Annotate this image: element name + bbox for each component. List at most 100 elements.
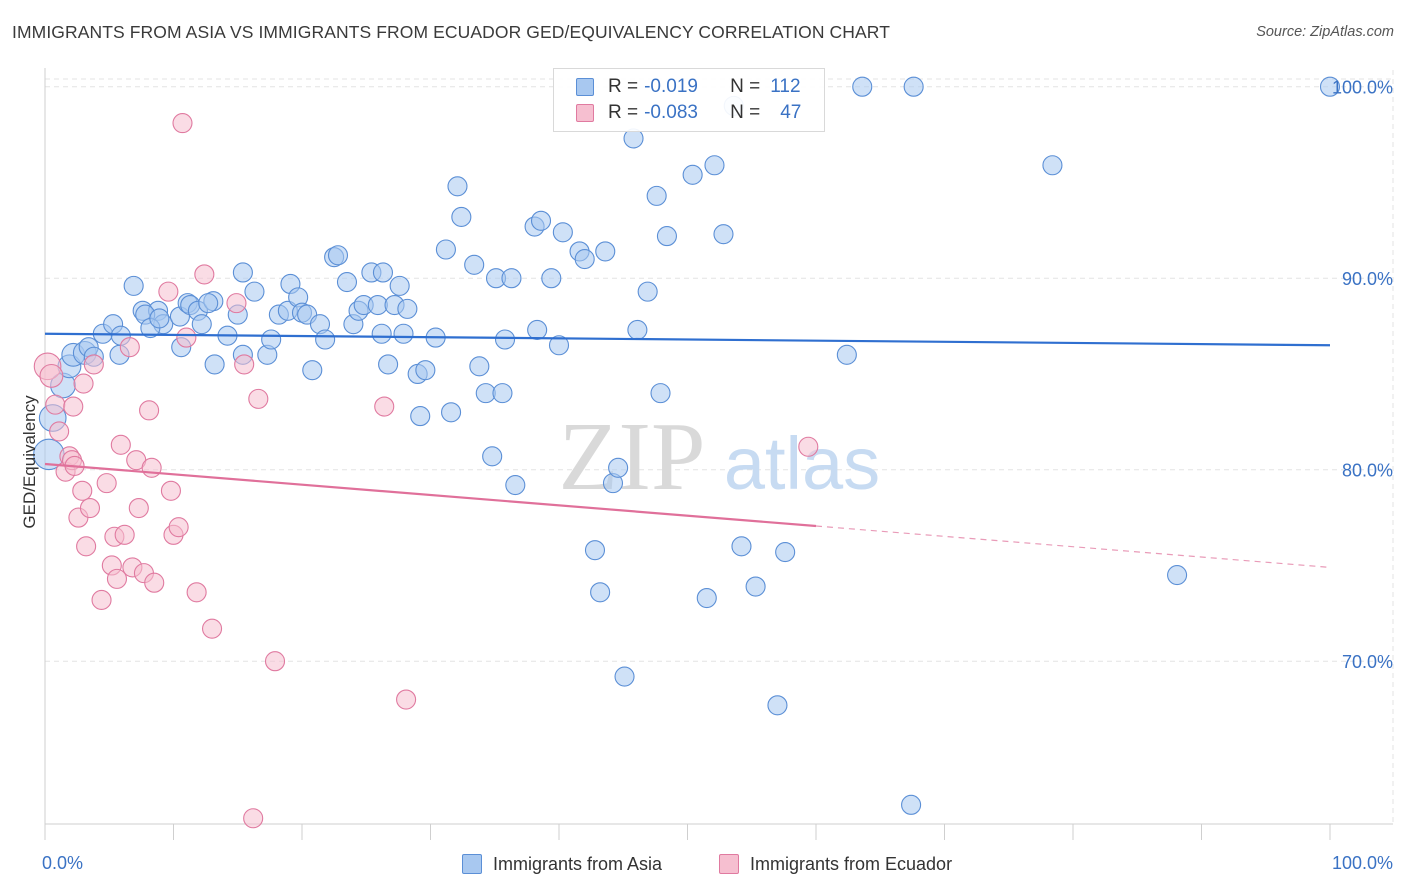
ecuador-point <box>73 373 94 394</box>
asia-point <box>415 360 436 381</box>
ecuador-point <box>96 473 117 494</box>
ecuador-point <box>168 517 189 538</box>
asia-point <box>451 206 472 227</box>
legend-n-value: 47 <box>780 102 802 123</box>
asia-point <box>482 446 503 467</box>
data-points <box>33 76 1341 829</box>
grid-lines <box>45 70 1394 824</box>
ecuador-point <box>63 396 84 417</box>
asia-point <box>397 298 418 319</box>
ecuador-point <box>264 651 286 672</box>
asia-point <box>244 281 265 302</box>
series-swatch-asia <box>462 854 482 874</box>
ecuador-point <box>172 113 193 134</box>
tick-labels: 70.0% 80.0% 90.0% 100.0% 0.0% 100.0% <box>42 78 1393 873</box>
ecuador-point <box>158 281 179 302</box>
asia-point <box>696 587 717 609</box>
asia-point <box>552 222 573 243</box>
asia-point <box>492 383 513 404</box>
asia-point <box>836 344 857 365</box>
ecuador-point <box>798 436 819 457</box>
ecuador-point <box>234 354 255 375</box>
legend-swatch-ecuador <box>576 104 594 122</box>
series-legend-ecuador: Immigrants from Ecuador <box>719 852 952 876</box>
chart-title: IMMIGRANTS FROM ASIA VS IMMIGRANTS FROM … <box>12 22 891 42</box>
ecuador-point <box>160 480 181 501</box>
asia-point <box>475 383 496 404</box>
asia-point <box>505 474 526 496</box>
axes <box>44 68 1393 840</box>
asia-point <box>336 272 358 293</box>
asia-point <box>302 360 323 381</box>
ecuador-point <box>76 536 97 557</box>
asia-point <box>315 329 336 350</box>
legend-r-label: R = <box>608 76 639 97</box>
legend-row-ecuador: R = -0.083 N = 47 <box>576 101 801 125</box>
asia-point <box>745 576 766 597</box>
ecuador-point <box>144 572 165 593</box>
asia-point <box>1319 76 1341 97</box>
ecuador-point <box>128 497 149 519</box>
series-swatch-ecuador <box>719 854 739 874</box>
ecuador-point <box>72 480 93 501</box>
asia-point <box>646 185 667 206</box>
asia-point <box>656 226 677 247</box>
ecuador-trend-line <box>44 462 817 528</box>
series-label-ecuador: Immigrants from Ecuador <box>750 853 953 874</box>
y-tick-label: 90.0% <box>1342 269 1393 289</box>
asia-point <box>261 329 282 350</box>
ecuador-point <box>49 421 70 442</box>
ecuador-point <box>91 589 112 610</box>
asia-point <box>372 262 394 283</box>
asia-point <box>527 319 548 340</box>
asia-point <box>198 293 219 314</box>
x-tick-label: 100.0% <box>1332 853 1393 873</box>
asia-point <box>204 354 225 375</box>
asia-point <box>901 794 922 815</box>
asia-point <box>548 335 570 356</box>
watermark-atlas: atlas <box>724 422 880 505</box>
ecuador-point <box>186 582 207 603</box>
ecuador-point <box>39 363 64 388</box>
asia-point <box>367 294 388 316</box>
asia-point <box>149 308 170 329</box>
asia-point <box>767 695 788 716</box>
asia-point <box>903 76 924 97</box>
chart-source: Source: ZipAtlas.com <box>1256 24 1394 40</box>
ecuador-point <box>45 394 66 415</box>
ecuador-point <box>374 396 395 417</box>
asia-point <box>410 406 431 427</box>
asia-point <box>378 354 399 375</box>
asia-point <box>327 245 349 266</box>
y-tick-label: 70.0% <box>1342 652 1393 672</box>
ecuador-point <box>141 457 162 478</box>
asia-point <box>232 262 253 283</box>
asia-point <box>1042 155 1063 176</box>
asia-point <box>469 356 490 377</box>
watermark: ZIP atlas <box>559 403 881 511</box>
ecuador-point <box>110 434 131 455</box>
asia-point <box>682 164 703 185</box>
legend-swatch-asia <box>576 78 594 96</box>
legend-n-label: N = <box>730 76 761 97</box>
asia-point <box>494 329 516 350</box>
ecuador-trend-line-extension <box>815 525 1331 568</box>
asia-point <box>393 323 414 344</box>
asia-point <box>650 383 671 404</box>
asia-point <box>441 402 462 423</box>
ecuador-point <box>139 400 160 421</box>
y-axis-label: GED/Equivalency <box>20 395 39 529</box>
asia-point <box>541 268 562 289</box>
legend-n-value: 112 <box>770 76 801 97</box>
ecuador-point <box>106 568 128 589</box>
correlation-legend: R = -0.019 N = 112 R = -0.083 N = 47 <box>553 68 825 132</box>
y-tick-label: 80.0% <box>1342 461 1393 481</box>
asia-point <box>574 249 595 270</box>
asia-point <box>627 319 648 340</box>
ecuador-point <box>83 354 104 375</box>
series-label-asia: Immigrants from Asia <box>493 853 663 874</box>
ecuador-point <box>176 327 197 348</box>
asia-point <box>852 76 873 97</box>
asia-point <box>637 281 658 302</box>
